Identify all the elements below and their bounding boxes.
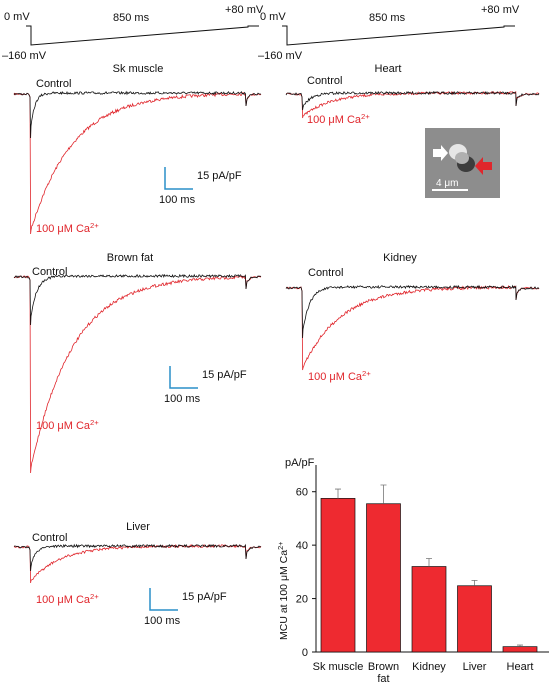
calcium-trace (13, 92, 262, 235)
calcium-label: 100 μM Ca2+ (36, 592, 99, 606)
control-trace (13, 90, 262, 139)
scalebar-current-label: 15 pA/pF (197, 170, 242, 182)
panel-heart: Heart Control 100 μM Ca2+ (285, 63, 540, 126)
bar-chart: 0 20 40 60 pA/pF MCU at 100 μM Ca2+ Sk muscle B… (276, 457, 549, 685)
category-label: fat (377, 673, 389, 685)
ramp-end-label: +80 mV (225, 4, 264, 16)
category-label: Heart (507, 661, 534, 673)
control-trace (13, 543, 262, 572)
panel-sk-muscle: Sk muscle Control 100 μM Ca2+ (13, 63, 262, 235)
microscopy-inset: 4 μm (425, 128, 500, 198)
y-tick-label: 20 (296, 594, 308, 606)
calcium-label: 100 μM Ca2+ (307, 112, 370, 126)
red-arrow-icon (475, 157, 492, 175)
scalebar-current-label: 15 pA/pF (182, 591, 227, 603)
panel-title: Kidney (383, 252, 417, 264)
control-trace (285, 90, 540, 111)
bar (411, 566, 447, 653)
ramp-duration-label: 850 ms (369, 12, 406, 24)
error-bar (426, 558, 432, 567)
y-tick-label: 60 (296, 487, 308, 499)
control-label: Control (36, 78, 71, 90)
panel-kidney: Kidney Control 100 μM Ca2+ (285, 252, 540, 383)
calcium-label: 100 μM Ca2+ (36, 418, 99, 432)
protocol-right: 0 mV –160 mV 850 ms +80 mV (258, 4, 520, 62)
ramp-duration-label: 850 ms (113, 12, 150, 24)
cell-center (455, 152, 469, 164)
white-arrow-icon (433, 145, 448, 161)
category-label: Sk muscle (313, 661, 364, 673)
bar (457, 585, 492, 653)
calcium-label: 100 μM Ca2+ (308, 369, 371, 383)
bar (502, 646, 538, 653)
scalebar-time-label: 100 ms (159, 194, 196, 206)
calcium-trace (285, 284, 540, 371)
panel-liver: Liver Control 100 μM Ca2+ (13, 521, 262, 606)
calcium-trace (13, 275, 262, 474)
protocol-left: 0 mV –160 mV 850 ms +80 mV (2, 4, 264, 62)
error-bar (517, 644, 523, 647)
step-potential-label: –160 mV (2, 50, 47, 62)
calcium-label: 100 μM Ca2+ (36, 221, 99, 235)
inset-scale-label: 4 μm (436, 178, 458, 189)
error-bar (471, 580, 478, 586)
panel-title: Liver (126, 521, 150, 533)
bar (366, 503, 401, 653)
control-label: Control (307, 75, 342, 87)
scalebar-current-label: 15 pA/pF (202, 369, 247, 381)
control-label: Control (32, 266, 67, 278)
hold-potential-label: 0 mV (260, 11, 286, 23)
calcium-trace (285, 90, 540, 119)
bar (320, 498, 356, 653)
category-label: Kidney (412, 661, 446, 673)
error-bar (380, 484, 387, 504)
scalebar-time-label: 100 ms (164, 393, 201, 405)
control-label: Control (308, 267, 343, 279)
panel-title: Heart (375, 63, 402, 75)
scalebar-time-label: 100 ms (144, 615, 181, 627)
error-bar (335, 488, 341, 499)
hold-potential-label: 0 mV (4, 11, 30, 23)
y-axis-label: MCU at 100 μM Ca2+ (276, 542, 290, 640)
ramp-end-label: +80 mV (481, 4, 520, 16)
panel-title: Brown fat (107, 252, 153, 264)
calcium-trace (13, 543, 262, 584)
control-trace (285, 284, 540, 339)
y-tick-label: 0 (302, 647, 308, 659)
control-trace (13, 273, 262, 326)
panel-brown-fat: Brown fat Control 100 μM Ca2+ (13, 252, 262, 474)
y-unit-label: pA/pF (285, 457, 315, 469)
category-label: Liver (463, 661, 487, 673)
y-tick-label: 40 (296, 540, 308, 552)
step-potential-label: –160 mV (258, 50, 303, 62)
current-traces: Sk muscle Control 100 μM Ca2+ Heart Control 1… (13, 63, 540, 627)
control-label: Control (32, 532, 67, 544)
category-label: Brown (368, 661, 399, 673)
panel-title: Sk muscle (113, 63, 164, 75)
